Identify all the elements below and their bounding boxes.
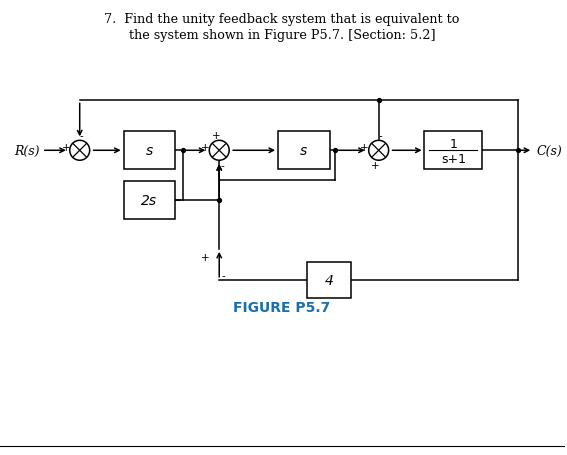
Bar [124,132,175,170]
Text: s: s [301,144,307,158]
Text: +: + [371,161,380,171]
Text: 2s: 2s [141,194,158,207]
Text: the system shown in Figure P5.7. [Section: 5.2]: the system shown in Figure P5.7. [Sectio… [129,29,435,42]
Text: +: + [212,131,221,141]
Text: 1: 1 [450,137,458,151]
Text: s+1: s+1 [441,152,466,165]
Text: +: + [361,143,369,153]
Text: 4: 4 [324,273,333,287]
Bar [425,132,483,170]
Text: C(s): C(s) [536,144,562,157]
Text: +: + [201,253,210,263]
Text: +: + [201,143,210,153]
Text: 7.  Find the unity feedback system that is equivalent to: 7. Find the unity feedback system that i… [104,13,460,26]
Text: FIGURE P5.7: FIGURE P5.7 [234,300,331,314]
Text: -: - [221,161,224,171]
Text: -: - [379,131,383,141]
Text: +: + [61,143,70,153]
Text: s: s [146,144,153,158]
Text: -: - [80,131,83,141]
Text: R(s): R(s) [14,144,40,157]
Text: -: - [221,270,225,280]
Bar [278,132,330,170]
Bar [124,182,175,220]
Bar [307,262,351,298]
